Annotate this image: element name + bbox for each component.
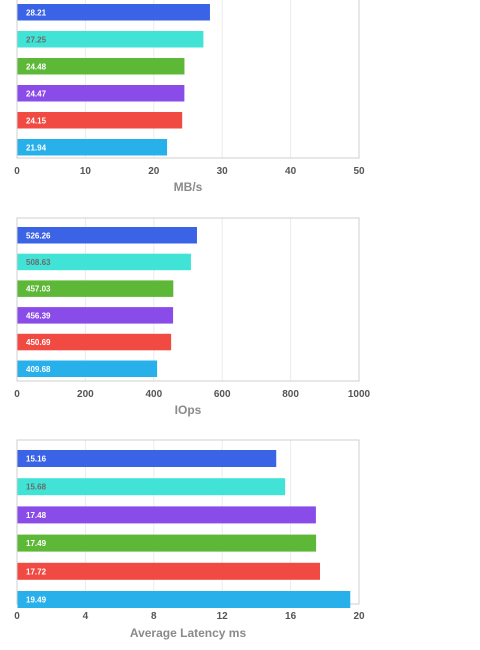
x-tick-label: 0 <box>14 611 20 622</box>
bar <box>17 85 185 102</box>
x-tick-label: 1000 <box>348 389 371 400</box>
x-tick-label: 20 <box>353 611 365 622</box>
x-tick-label: 0 <box>14 389 20 400</box>
bar-value-label: 24.47 <box>26 89 47 98</box>
bar <box>17 31 204 48</box>
x-axis-title: MB/s <box>174 180 203 194</box>
x-tick-label: 50 <box>353 166 365 177</box>
x-tick-label: 16 <box>285 611 297 622</box>
bar <box>17 360 158 377</box>
bar-value-label: 27.25 <box>26 35 47 44</box>
x-tick-label: 800 <box>282 389 299 400</box>
bar <box>17 58 185 75</box>
bar <box>17 139 168 156</box>
bar <box>17 307 174 324</box>
bar-value-label: 450.69 <box>26 338 51 347</box>
x-tick-label: 30 <box>217 166 229 177</box>
bar-value-label: 457.03 <box>26 285 51 294</box>
bar-value-label: 17.72 <box>26 567 47 576</box>
chart-3: 15.16 15.68 17.48 17.49 17.72 19.49 0 4 8 12 16 20 A… <box>14 439 365 640</box>
x-axis-title: Average Latency ms <box>130 626 247 640</box>
bar <box>17 591 351 608</box>
x-tick-label: 40 <box>285 166 297 177</box>
bar <box>17 280 174 297</box>
x-tick-label: 600 <box>214 389 231 400</box>
bar <box>17 4 210 21</box>
bar-value-label: 526.26 <box>26 231 51 240</box>
x-tick-label: 20 <box>148 166 160 177</box>
x-tick-label: 200 <box>77 389 94 400</box>
bar-value-label: 17.49 <box>26 539 47 548</box>
x-tick-label: 12 <box>217 611 229 622</box>
x-tick-label: 4 <box>83 611 89 622</box>
bar <box>17 534 317 552</box>
bar-value-label: 15.68 <box>26 483 47 492</box>
bar-value-label: 17.48 <box>26 511 47 520</box>
bar <box>17 506 316 524</box>
plot-frame <box>16 0 360 159</box>
bar-value-label: 28.21 <box>26 8 47 17</box>
bar <box>17 450 277 467</box>
x-tick-label: 0 <box>14 166 20 177</box>
bar <box>17 333 172 351</box>
x-tick-label: 8 <box>151 611 157 622</box>
bar <box>17 562 321 580</box>
chart-1: 28.21 27.25 24.48 24.47 24.15 21.94 0 10 20 30 40 5… <box>14 0 365 194</box>
bar <box>17 478 286 496</box>
bar-value-label: 508.63 <box>26 258 51 267</box>
bar-value-label: 409.68 <box>26 365 51 374</box>
bar-value-label: 24.48 <box>26 62 47 71</box>
bar-value-label: 21.94 <box>26 143 47 152</box>
bar <box>17 227 197 244</box>
bar-value-label: 19.49 <box>26 596 47 605</box>
bar-value-label: 15.16 <box>26 455 47 464</box>
bar <box>17 112 183 129</box>
bar <box>17 253 191 271</box>
bar-value-label: 24.15 <box>26 116 47 125</box>
plot-frame <box>16 217 360 382</box>
x-axis-title: IOps <box>175 403 202 417</box>
chart-2: 526.26 508.63 457.03 456.39 450.69 409.68 0 200… <box>14 217 371 417</box>
x-tick-label: 10 <box>80 166 92 177</box>
bar-value-label: 456.39 <box>26 311 51 320</box>
x-tick-label: 400 <box>145 389 162 400</box>
